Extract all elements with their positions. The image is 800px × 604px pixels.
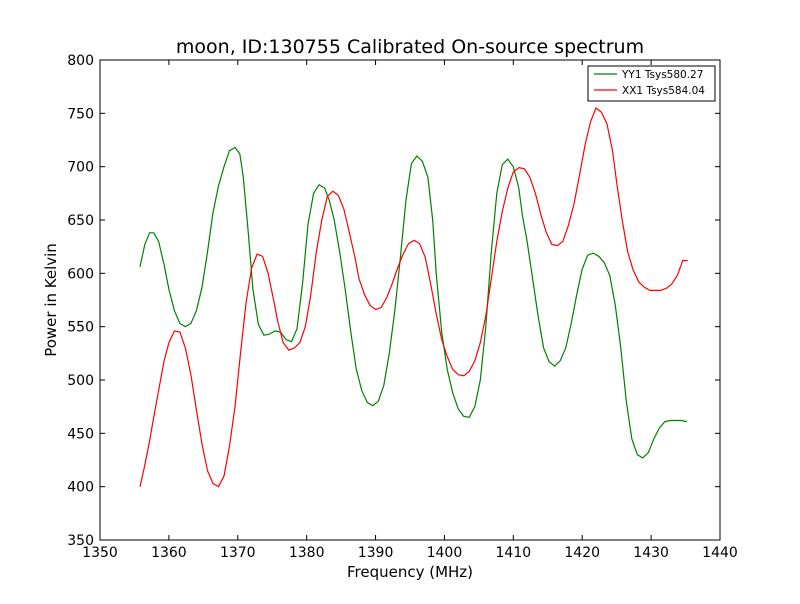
y-tick-label: 600 [67, 266, 94, 282]
x-tick-label: 1410 [496, 545, 532, 561]
series-group [139, 107, 688, 488]
y-axis-ticks: 350 400 450 500 550 600 650 700 750 800 [67, 53, 720, 549]
legend-box [587, 65, 716, 102]
y-tick-label: 550 [67, 320, 94, 336]
x-tick-label: 1420 [564, 545, 600, 561]
y-tick-label: 800 [67, 53, 94, 69]
y-tick-label: 500 [67, 373, 94, 389]
legend-label-xx1: XX1 Tsys584.04 [622, 85, 705, 97]
y-tick-label: 750 [67, 106, 94, 122]
y-tick-label: 450 [67, 426, 94, 442]
x-axis-ticks: 1350 1360 1370 1380 1390 1400 1410 1420 1430 1440 [82, 60, 738, 561]
x-tick-label: 1360 [151, 545, 187, 561]
plot-frame [99, 59, 721, 541]
x-tick-label: 1370 [220, 545, 256, 561]
legend-label-yy1: YY1 Tsys580.27 [621, 69, 703, 81]
series-line-yy1 [139, 146, 688, 459]
chart-title: moon, ID:130755 Calibrated On-source spe… [176, 36, 644, 58]
y-axis-label: Power in Kelvin [42, 243, 60, 357]
y-tick-label: 350 [67, 533, 94, 549]
x-tick-label: 1440 [702, 545, 738, 561]
y-tick-label: 400 [67, 480, 94, 496]
series-line-xx1 [139, 107, 688, 488]
x-axis-label: Frequency (MHz) [347, 563, 473, 581]
x-tick-label: 1380 [289, 545, 325, 561]
x-tick-label: 1390 [358, 545, 394, 561]
x-tick-label: 1400 [427, 545, 463, 561]
y-tick-label: 650 [67, 213, 94, 229]
x-tick-label: 1350 [82, 545, 118, 561]
plot-area-background [100, 60, 720, 540]
y-tick-label: 700 [67, 160, 94, 176]
x-tick-label: 1430 [633, 545, 669, 561]
legend: YY1 Tsys580.27 XX1 Tsys584.04 [587, 65, 716, 102]
